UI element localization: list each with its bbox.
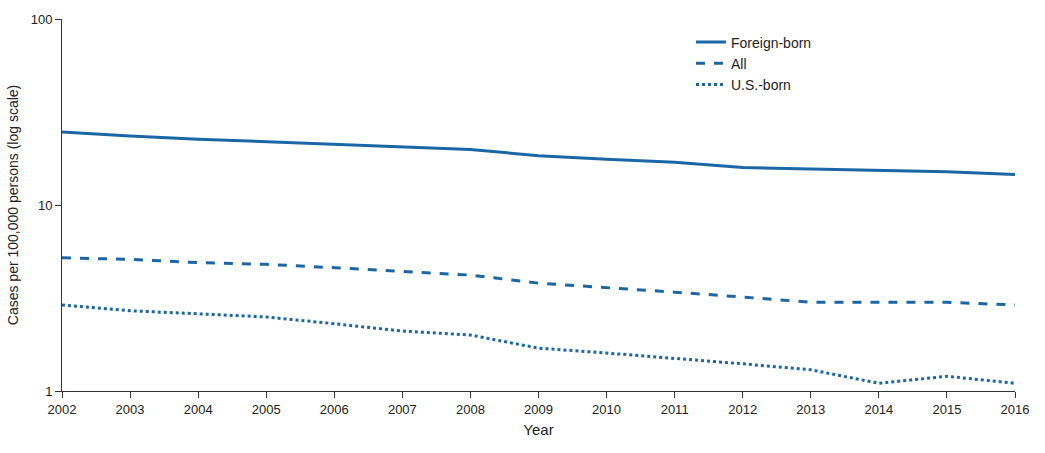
svg-text:2011: 2011 (661, 402, 689, 417)
svg-text:2002: 2002 (48, 402, 77, 417)
svg-text:2005: 2005 (252, 402, 281, 417)
svg-text:2006: 2006 (320, 402, 349, 417)
svg-text:U.S.-born: U.S.-born (731, 77, 791, 93)
svg-text:2014: 2014 (864, 402, 893, 417)
svg-text:2007: 2007 (388, 402, 417, 417)
svg-text:2010: 2010 (592, 402, 621, 417)
svg-text:2016: 2016 (1001, 402, 1030, 417)
svg-text:Cases per 100,000 persons (log: Cases per 100,000 persons (log scale) (5, 85, 21, 325)
svg-text:100: 100 (31, 12, 53, 27)
svg-text:Foreign-born: Foreign-born (731, 35, 811, 51)
svg-text:All: All (731, 56, 747, 72)
svg-text:2013: 2013 (796, 402, 825, 417)
svg-text:2012: 2012 (728, 402, 757, 417)
svg-text:2009: 2009 (524, 402, 553, 417)
svg-text:Year: Year (523, 421, 553, 438)
svg-text:1: 1 (45, 384, 52, 399)
svg-text:2008: 2008 (456, 402, 485, 417)
svg-text:2004: 2004 (184, 402, 213, 417)
svg-text:2015: 2015 (932, 402, 961, 417)
svg-text:2003: 2003 (116, 402, 145, 417)
svg-text:10: 10 (38, 198, 52, 213)
